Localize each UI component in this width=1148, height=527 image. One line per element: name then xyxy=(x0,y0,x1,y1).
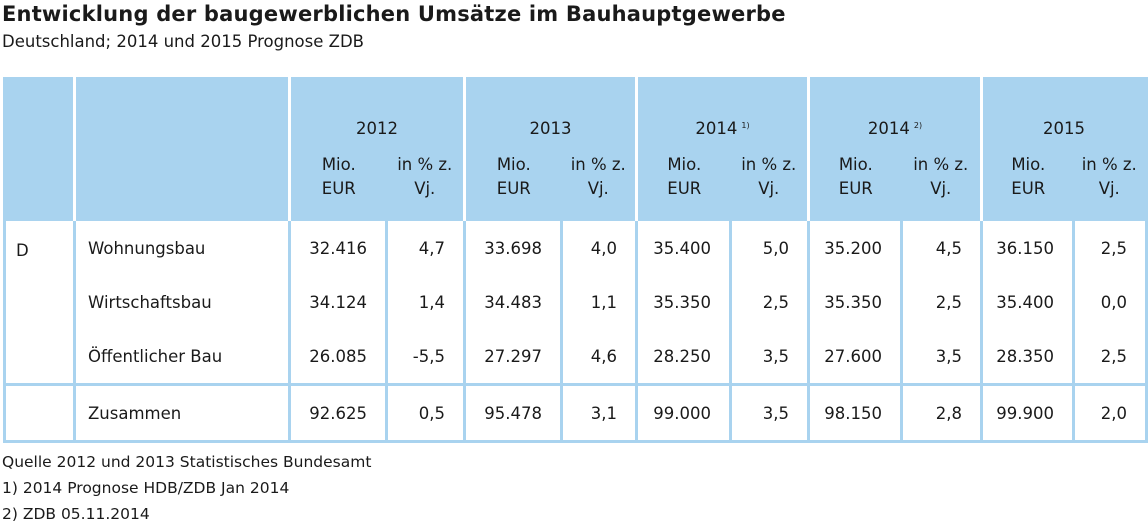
cell-percent: 3,5 xyxy=(730,329,810,386)
header-year: 2013 xyxy=(464,77,638,146)
cell-percent: 4,6 xyxy=(561,329,638,386)
header-unit-row: Mio. EUR in % z. Vj. Mio. EUR in % z. Vj. Mi… xyxy=(5,146,1148,221)
header-unit-mio: Mio. EUR xyxy=(981,146,1074,221)
cell-value: 35.400 xyxy=(981,275,1075,329)
cell-value: 35.400 xyxy=(636,221,732,275)
header-unit-pct: in % z. Vj. xyxy=(730,146,810,221)
footnote-2: 2) ZDB 05.11.2014 xyxy=(2,505,150,523)
row-label: Wohnungsbau xyxy=(74,221,291,275)
cell-value: 28.350 xyxy=(981,329,1075,386)
page-subtitle: Deutschland; 2014 und 2015 Prognose ZDB xyxy=(2,32,364,51)
cell-percent: 4,7 xyxy=(386,221,466,275)
header-unit-pct: in % z. Vj. xyxy=(561,146,638,221)
header-unit-mio: Mio. EUR xyxy=(289,146,387,221)
cell-value: 35.350 xyxy=(808,275,903,329)
cell-value: 33.698 xyxy=(464,221,563,275)
cell-value: 34.483 xyxy=(464,275,563,329)
cell-percent: 5,0 xyxy=(730,221,810,275)
total-percent: 3,5 xyxy=(730,384,810,443)
header-year: 2014 2) xyxy=(808,77,983,146)
total-percent: 2,0 xyxy=(1073,384,1148,443)
cell-percent: 2,5 xyxy=(1073,329,1148,386)
header-unit-mio: Mio. EUR xyxy=(636,146,731,221)
total-percent: 3,1 xyxy=(561,384,638,443)
total-value: 99.000 xyxy=(636,384,732,443)
source-note: Quelle 2012 und 2013 Statistisches Bunde… xyxy=(2,453,372,471)
header-unit-mio: Mio. EUR xyxy=(808,146,902,221)
total-value: 95.478 xyxy=(464,384,563,443)
total-value: 98.150 xyxy=(808,384,903,443)
row-label: Öffentlicher Bau xyxy=(74,329,291,386)
total-value: 92.625 xyxy=(289,384,388,443)
header-year-label: 2015 xyxy=(1043,119,1085,138)
header-unit-pct: in % z. Vj. xyxy=(901,146,983,221)
footnotes: Quelle 2012 und 2013 Statistisches Bunde… xyxy=(2,449,371,527)
header-year: 2012 xyxy=(289,77,466,146)
total-label: Zusammen xyxy=(74,384,291,443)
table-row: Öffentlicher Bau 26.085 -5,5 27.297 4,6 28.25… xyxy=(5,329,1148,386)
header-corner-label xyxy=(74,77,291,221)
total-percent: 0,5 xyxy=(386,384,466,443)
total-value: 99.900 xyxy=(981,384,1075,443)
cell-value: 27.600 xyxy=(808,329,903,386)
page-title: Entwicklung der baugewerblichen Umsätze … xyxy=(2,2,786,26)
header-corner-region xyxy=(3,77,76,221)
cell-value: 27.297 xyxy=(464,329,563,386)
cell-percent: 3,5 xyxy=(901,329,983,386)
region-cell: D xyxy=(3,221,76,386)
cell-value: 34.124 xyxy=(289,275,388,329)
header-year-label: 2014 xyxy=(695,119,738,138)
cell-value: 35.200 xyxy=(808,221,903,275)
cell-value: 26.085 xyxy=(289,329,388,386)
header-unit-mio: Mio. EUR xyxy=(464,146,562,221)
cell-percent: 4,5 xyxy=(901,221,983,275)
header-year: 2014 1) xyxy=(636,77,810,146)
table-row: D Wohnungsbau 32.416 4,7 33.698 4,0 35.400 5,0 3… xyxy=(3,221,1148,386)
cell-percent: 2,5 xyxy=(730,275,810,329)
header-unit-pct: in % z. Vj. xyxy=(1073,146,1148,221)
cell-percent: 2,5 xyxy=(901,275,983,329)
cell-percent: 1,4 xyxy=(386,275,466,329)
cell-percent: -5,5 xyxy=(386,329,466,386)
revenue-table: 2012 2013 2014 1) 2014 2) 2015 Mio. EUR in % z. … xyxy=(3,77,1148,443)
header-year-label: 2014 xyxy=(867,119,910,138)
table-row: Wirtschaftsbau 34.124 1,4 34.483 1,1 35.350 2,… xyxy=(5,275,1148,329)
footnote-marker: 1) xyxy=(741,121,750,130)
header-unit-pct: in % z. Vj. xyxy=(386,146,466,221)
cell-value: 35.350 xyxy=(636,275,732,329)
header-year-row: 2012 2013 2014 1) 2014 2) 2015 xyxy=(3,77,1148,221)
cell-percent: 2,5 xyxy=(1073,221,1148,275)
footnote-1: 1) 2014 Prognose HDB/ZDB Jan 2014 xyxy=(2,479,290,497)
header-year: 2015 xyxy=(981,77,1148,146)
row-label: Wirtschaftsbau xyxy=(74,275,291,329)
cell-value: 32.416 xyxy=(289,221,388,275)
footnote-marker: 2) xyxy=(913,121,923,130)
cell-percent: 4,0 xyxy=(561,221,638,275)
cell-percent: 1,1 xyxy=(561,275,638,329)
total-row: Zusammen 92.625 0,5 95.478 3,1 99.000 3,5 98.15… xyxy=(3,384,1148,443)
region-empty-cell xyxy=(3,384,76,443)
cell-value: 36.150 xyxy=(981,221,1075,275)
total-percent: 2,8 xyxy=(901,384,983,443)
header-year-label: 2012 xyxy=(356,119,398,138)
cell-percent: 0,0 xyxy=(1073,275,1148,329)
cell-value: 28.250 xyxy=(636,329,732,386)
header-year-label: 2013 xyxy=(529,119,572,138)
